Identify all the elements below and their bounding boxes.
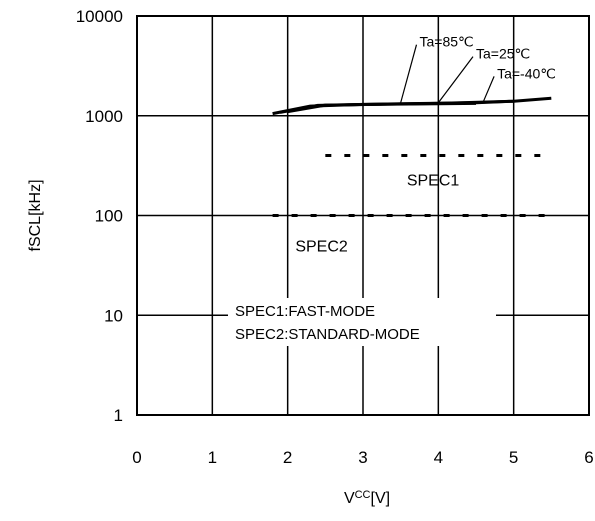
x-tick-label: 3: [358, 448, 367, 467]
annotation-leader-2: [482, 76, 495, 102]
x-tick-label: 1: [208, 448, 217, 467]
annotation-label: Ta=25℃: [476, 46, 530, 62]
annotation-label: Ta=85℃: [420, 34, 474, 50]
legend-note-box: [228, 298, 496, 346]
y-axis-label: fSCL[kHz]: [27, 179, 44, 251]
legend-note-spec1: SPEC1:FAST-MODE: [235, 303, 375, 320]
x-tick-label: 4: [434, 448, 443, 467]
region-labels: SPEC1 SPEC2: [295, 172, 459, 255]
y-tick-label: 1000: [85, 107, 123, 126]
legend-note-spec2: SPEC2:STANDARD-MODE: [235, 326, 420, 343]
y-tick-label: 100: [95, 207, 123, 226]
x-tick-label: 5: [509, 448, 518, 467]
series-lines: [272, 96, 552, 116]
spec-reference-lines: [272, 153, 552, 217]
plot-frame: [136, 15, 590, 416]
region-label-spec1: SPEC1: [407, 172, 460, 189]
y-tick-label: 10: [104, 306, 123, 325]
plot-border: [136, 15, 590, 416]
axis-labels: VCC[V] fSCL[kHz]: [27, 179, 390, 507]
annotation-leader-1: [437, 56, 474, 104]
y-tick-label: 10000: [76, 7, 123, 26]
y-tick-label: 1: [114, 406, 123, 425]
annotation-leader-0: [400, 44, 418, 103]
x-tick-label: 6: [584, 448, 593, 467]
region-label-spec2: SPEC2: [295, 239, 348, 256]
tick-labels: 0 1 2 3 4 5 6 1 10 100 1000 10000: [76, 7, 594, 467]
legend-note: SPEC1:FAST-MODE SPEC2:STANDARD-MODE: [228, 298, 496, 346]
annotation-label: Ta=-40℃: [497, 65, 556, 81]
x-tick-label: 2: [283, 448, 292, 467]
temperature-annotations: Ta=85℃Ta=25℃ Ta=-40℃: [400, 34, 556, 104]
series-line-2: [287, 96, 552, 114]
x-tick-label: 0: [132, 448, 141, 467]
x-axis-label: VCC[V]: [344, 489, 390, 507]
